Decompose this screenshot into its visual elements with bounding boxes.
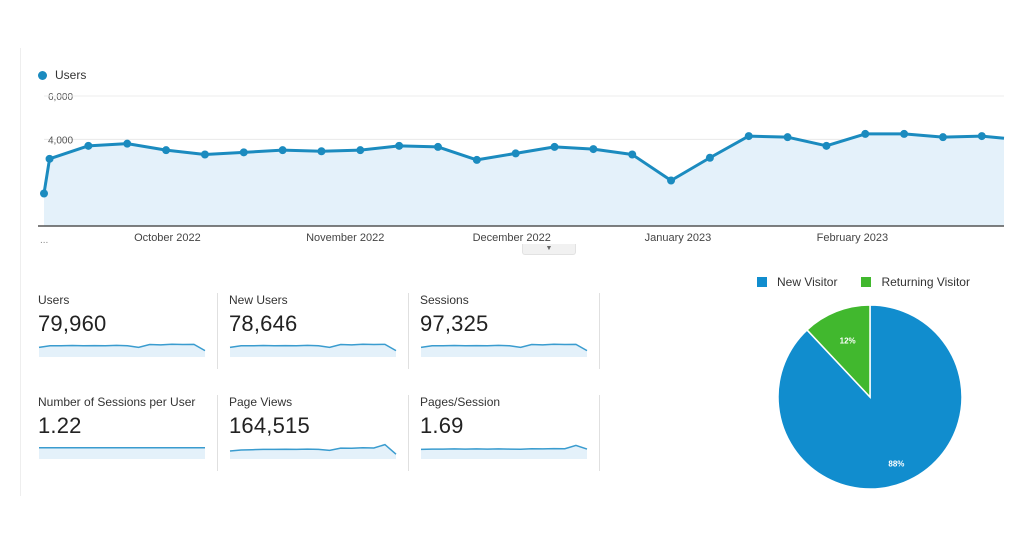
metric-separator: [599, 293, 600, 369]
users-data-point[interactable]: [783, 133, 792, 142]
users-data-point[interactable]: [744, 132, 753, 141]
users-data-point[interactable]: [40, 189, 48, 198]
metric-label: Number of Sessions per User: [38, 395, 196, 409]
y-tick-label: 6,000: [48, 92, 73, 103]
returning-visitor-slice[interactable]: [805, 304, 871, 399]
sparkline-area: [421, 344, 587, 357]
users-data-point[interactable]: [84, 141, 93, 150]
metric-tile[interactable]: Pages/Session 1.69: [420, 395, 592, 475]
x-axis-start-ellipsis: ...: [40, 235, 48, 246]
metric-sparkline: [39, 447, 205, 459]
users-data-point[interactable]: [123, 139, 132, 148]
users-data-point[interactable]: [162, 146, 171, 155]
metric-tile[interactable]: New Users 78,646: [229, 293, 401, 373]
sparkline-area: [421, 445, 587, 459]
metric-tile[interactable]: Number of Sessions per User 1.22: [38, 395, 210, 475]
users-data-point[interactable]: [239, 148, 248, 157]
metric-value: 164,515: [229, 413, 310, 438]
metric-separator: [217, 395, 218, 471]
users-data-point[interactable]: [977, 132, 986, 141]
users-data-point[interactable]: [900, 129, 909, 138]
metric-value: 78,646: [229, 311, 298, 336]
metric-sparkline: [420, 444, 588, 459]
metric-tile[interactable]: Users 79,960: [38, 293, 210, 373]
metric-label: Users: [38, 293, 70, 307]
users-data-point[interactable]: [356, 146, 365, 155]
x-tick-label: December 2022: [473, 232, 551, 244]
sparkline-area: [230, 344, 396, 357]
users-data-point[interactable]: [938, 133, 947, 142]
users-data-point[interactable]: [472, 155, 481, 164]
new-visitor-swatch: [757, 277, 767, 287]
sparkline-line: [229, 343, 397, 352]
metric-sparkline: [38, 343, 206, 357]
users-data-point[interactable]: [433, 142, 442, 151]
users-data-point[interactable]: [278, 146, 287, 155]
users-legend-dot: [38, 70, 47, 80]
users-data-point[interactable]: [628, 150, 637, 159]
users-data-point[interactable]: [589, 145, 598, 154]
metric-tile[interactable]: Page Views 164,515: [229, 395, 401, 475]
users-data-point[interactable]: [861, 129, 870, 138]
users-data-point[interactable]: [550, 142, 559, 151]
metric-sparkline: [420, 343, 588, 357]
pie-legend: New Visitor Returning Visitor: [757, 275, 970, 289]
new-visitor-slice-label: 88%: [888, 460, 904, 469]
metric-separator: [599, 395, 600, 471]
metric-label: Sessions: [420, 293, 469, 307]
metric-value: 1.22: [38, 413, 82, 438]
metric-separator: [408, 395, 409, 471]
y-tick-label: 4,000: [48, 135, 73, 146]
sparkline-area: [230, 444, 396, 459]
x-tick-label: October 2022: [134, 232, 201, 244]
metric-separator: [408, 293, 409, 369]
metric-label: New Users: [229, 293, 288, 307]
sparkline-area: [39, 447, 205, 459]
x-tick-label: November 2022: [306, 232, 384, 244]
metric-label: Page Views: [229, 395, 293, 409]
metric-tile[interactable]: Sessions 97,325: [420, 293, 592, 373]
users-legend-label: Users: [55, 68, 87, 82]
returning-visitor-legend-label: Returning Visitor: [881, 275, 970, 289]
users-data-point[interactable]: [511, 149, 520, 158]
users-area-fill: [44, 133, 1004, 226]
sparkline-line: [229, 443, 397, 455]
new-visitor-legend-label: New Visitor: [777, 275, 838, 289]
x-tick-label: January 2023: [645, 232, 712, 244]
x-tick-label: February 2023: [817, 232, 889, 244]
metric-value: 79,960: [38, 311, 107, 336]
users-data-point[interactable]: [45, 154, 54, 163]
sparkline-area: [39, 344, 205, 357]
users-data-point[interactable]: [200, 150, 209, 159]
metric-value: 1.69: [420, 413, 464, 438]
visitor-pie-chart: 88% 12%: [777, 304, 963, 490]
collapse-chart-toggle[interactable]: ▼: [522, 244, 576, 255]
sparkline-line: [38, 343, 206, 352]
metric-label: Pages/Session: [420, 395, 501, 409]
returning-visitor-slice-label: 12%: [840, 337, 856, 346]
metric-sparkline: [229, 443, 397, 459]
chart-legend[interactable]: Users: [38, 68, 86, 82]
metric-separator: [217, 293, 218, 369]
metric-sparkline: [229, 343, 397, 357]
returning-visitor-swatch: [861, 277, 872, 287]
users-data-point[interactable]: [395, 141, 404, 150]
users-data-point[interactable]: [667, 176, 676, 185]
metric-value: 97,325: [420, 311, 489, 336]
users-data-point[interactable]: [317, 147, 326, 156]
users-data-point[interactable]: [822, 141, 831, 150]
sparkline-line: [420, 343, 588, 352]
sparkline-line: [420, 444, 588, 451]
users-data-point[interactable]: [705, 153, 714, 162]
